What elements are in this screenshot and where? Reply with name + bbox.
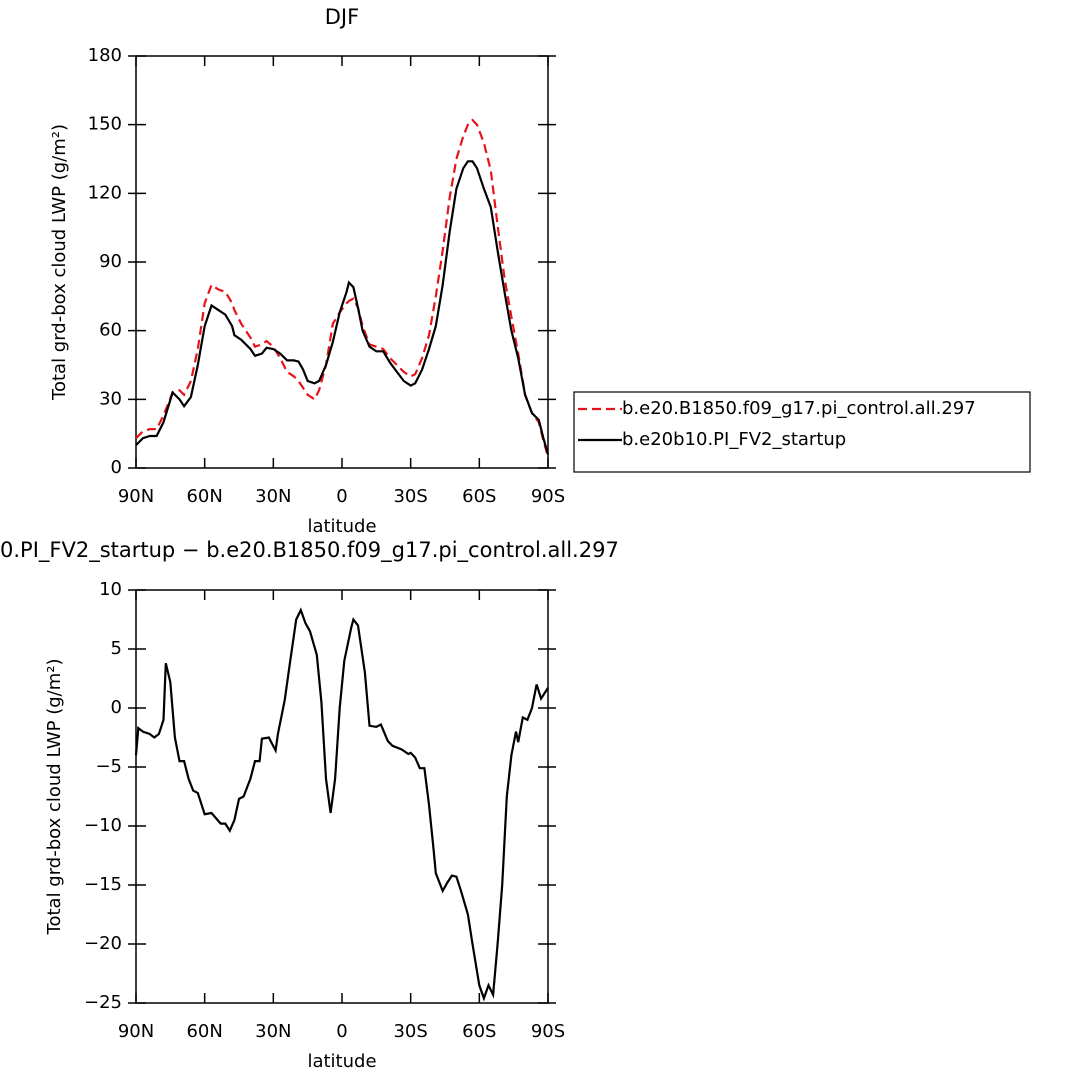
x-tick-label: 90N xyxy=(118,1021,154,1042)
y-tick-label: 5 xyxy=(111,638,122,659)
y-tick-label: 0 xyxy=(111,457,122,478)
x-tick-label: 30N xyxy=(255,486,291,507)
y-tick-label: −5 xyxy=(95,756,122,777)
y-tick-label: 180 xyxy=(88,45,122,66)
legend-label: b.e20b10.PI_FV2_startup xyxy=(622,429,846,450)
plot-frame xyxy=(135,55,549,469)
x-tick-label: 30S xyxy=(393,1021,427,1042)
y-tick-label: 0 xyxy=(111,697,122,718)
x-tick-label: 0 xyxy=(336,486,347,507)
x-tick-label: 30N xyxy=(255,1021,291,1042)
y-axis-label: Total grd-box cloud LWP (g/m²) xyxy=(49,124,70,401)
y-tick-label: 120 xyxy=(88,182,122,203)
legend-label: b.e20.B1850.f09_g17.pi_control.all.297 xyxy=(622,398,976,419)
y-tick-label: −20 xyxy=(84,933,122,954)
x-tick-label: 60S xyxy=(462,486,496,507)
x-tick-label: 60N xyxy=(186,1021,222,1042)
y-tick-label: 150 xyxy=(88,114,122,135)
x-tick-label: 30S xyxy=(393,486,427,507)
x-tick-label: 90S xyxy=(531,1021,565,1042)
y-tick-label: 60 xyxy=(99,320,122,341)
data-line xyxy=(135,118,550,457)
chart-title: DJF xyxy=(325,5,359,29)
x-tick-label: 90S xyxy=(531,486,565,507)
x-tick-label: 0 xyxy=(336,1021,347,1042)
y-tick-label: −15 xyxy=(84,874,122,895)
x-axis-label: latitude xyxy=(307,1051,376,1072)
x-axis-label: latitude xyxy=(307,516,376,537)
y-tick-label: −10 xyxy=(84,815,122,836)
x-tick-label: 60S xyxy=(462,1021,496,1042)
y-tick-label: 30 xyxy=(99,388,122,409)
legend-box xyxy=(573,391,1031,473)
y-axis-label: Total grd-box cloud LWP (g/m²) xyxy=(44,659,65,936)
y-tick-label: 10 xyxy=(99,579,122,600)
x-tick-label: 90N xyxy=(118,486,154,507)
chart-title: 0.PI_FV2_startup − b.e20.B1850.f09_g17.p… xyxy=(0,538,619,563)
x-tick-label: 60N xyxy=(186,486,222,507)
data-line xyxy=(134,607,549,1002)
y-tick-label: 90 xyxy=(99,251,122,272)
data-line xyxy=(135,160,550,455)
y-tick-label: −25 xyxy=(84,992,122,1013)
